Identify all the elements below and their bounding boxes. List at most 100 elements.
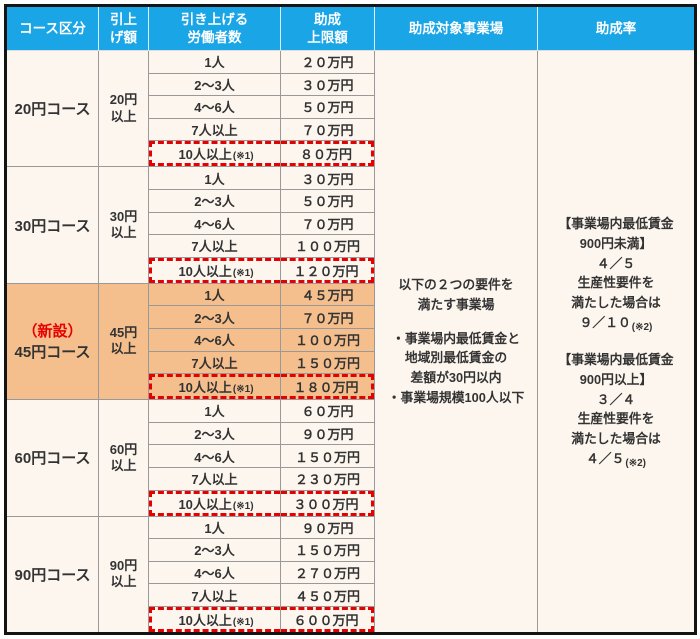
amount-cell: ２７０万円 xyxy=(280,560,375,585)
amount-cell: ９０万円 xyxy=(280,421,375,446)
workers-cell: 10人以上 (※1) xyxy=(148,140,281,168)
table-row: 60円コース 60円 以上 1人 ６０万円 xyxy=(5,399,696,517)
workers-cell: 2～3人 xyxy=(148,538,281,562)
eligible-line: 以下の２つの要件を xyxy=(398,276,514,292)
course-cell: （新設） 45円コース xyxy=(5,282,99,401)
amount-cell: ３０万円 xyxy=(280,166,375,190)
workers-label: 7人以上 xyxy=(191,123,238,139)
amount-cell: １５０万円 xyxy=(280,350,375,375)
rate-line: 生産性要件を xyxy=(577,275,655,291)
raise-cell: 60円 以上 xyxy=(98,399,149,517)
amount-label: ２７０万円 xyxy=(294,565,360,581)
amount-cell: １００万円 xyxy=(280,234,375,258)
workers-cell: 1人 xyxy=(148,166,281,190)
header-label: コース区分 xyxy=(19,20,86,36)
eligible-line: ・事業場内最低賃金と xyxy=(392,330,520,346)
table-row: （新設） 45円コース 45円 以上 1人 ４５万円 xyxy=(5,282,696,401)
amount-cell: ４５万円 xyxy=(280,282,375,307)
workers-cell: 7人以上 xyxy=(148,117,281,142)
raise-cell: 20円 以上 xyxy=(98,49,149,168)
note-ref: (※1) xyxy=(232,267,254,279)
header-row: コース区分 引上 げ額 引き上げる 労働者数 助成 上限額 助成対象事業場 助成率 xyxy=(5,5,696,51)
workers-cell: 4～6人 xyxy=(148,444,281,468)
workers-cell: 4～6人 xyxy=(148,327,281,352)
workers-label: 1人 xyxy=(204,55,225,71)
rate-line: 【事業場内最低賃金 xyxy=(558,351,674,367)
workers-label: 1人 xyxy=(204,520,225,536)
amount-label: ８０万円 xyxy=(299,147,352,163)
header-max-subsidy: 助成 上限額 xyxy=(280,5,375,51)
workers-label: 2～3人 xyxy=(194,543,235,559)
eligible-line: ・事業場規模100人以下 xyxy=(387,390,525,406)
amount-cell: １５０万円 xyxy=(280,538,375,562)
eligible-line: 地域別最低賃金の xyxy=(404,350,508,366)
amount-label: ９０万円 xyxy=(301,520,354,536)
workers-cell: 7人以上 xyxy=(148,466,281,491)
workers-cell: 4～6人 xyxy=(148,560,281,585)
workers-label: 7人以上 xyxy=(191,588,238,604)
amount-cell: ２３０万円 xyxy=(280,466,375,491)
amount-label: ６００万円 xyxy=(293,612,359,628)
rate-cell: 【事業場内最低賃金 900円未満】 ４／５ 生産性要件を 満たした場合は ９／１… xyxy=(537,50,696,634)
eligible-line: 満たす事業場 xyxy=(417,296,495,312)
rate-line: ３／４ xyxy=(596,391,636,407)
workers-label: 4～6人 xyxy=(194,216,235,232)
workers-label: 7人以上 xyxy=(191,472,238,488)
highlight-row: 10人以上 (※1) ３００万円 xyxy=(6,489,696,517)
new-tag: （新設） xyxy=(22,323,83,341)
amount-cell: ５０万円 xyxy=(280,188,375,213)
rate-line: 900円以上】 xyxy=(579,371,653,387)
amount-label: １００万円 xyxy=(294,333,360,349)
amount-cell: ６００万円 xyxy=(280,605,375,634)
rate-line: 満たした場合は xyxy=(571,295,661,311)
rate-block-over-900: 【事業場内最低賃金 900円以上】 ３／４ 生産性要件を 満たした場合は ４／５… xyxy=(558,350,673,469)
note-ref: (※1) xyxy=(232,500,254,512)
course-cell: 20円コース xyxy=(5,49,99,168)
rate-line: 900円未満】 xyxy=(579,235,653,251)
amount-label: １５０万円 xyxy=(294,449,360,465)
header-label: 助成 xyxy=(314,11,341,27)
raise-cell: 30円 以上 xyxy=(98,166,149,284)
workers-cell: 10人以上 (※1) xyxy=(148,256,281,284)
table-row: 4～6人 ７０万円 xyxy=(6,211,696,236)
raise-line: 以上 xyxy=(110,108,137,124)
raise-line: 30円 xyxy=(109,208,138,224)
course-cell: 90円コース xyxy=(5,515,99,634)
amount-label: １５０万円 xyxy=(294,355,360,371)
course-name: 60円コース xyxy=(14,450,91,468)
table-row: 2～3人 ３０万円 xyxy=(6,72,696,97)
workers-label: 10人以上 xyxy=(178,147,232,163)
note-ref: (※1) xyxy=(232,384,254,396)
header-workers: 引き上げる 労働者数 xyxy=(148,5,281,51)
amount-cell: １２０万円 xyxy=(280,256,375,284)
amount-cell: ９０万円 xyxy=(280,515,375,540)
workers-cell: 2～3人 xyxy=(148,72,281,97)
amount-label: １５０万円 xyxy=(294,543,360,559)
header-label: 助成率 xyxy=(595,20,637,36)
amount-cell: ７０万円 xyxy=(280,211,375,236)
raise-line: 以上 xyxy=(110,225,137,241)
note-ref: (※2) xyxy=(631,322,653,334)
amount-cell: ２０万円 xyxy=(280,50,375,74)
amount-cell: １５０万円 xyxy=(280,444,375,468)
rate-fraction: ４／５ xyxy=(585,451,625,467)
workers-cell: 2～3人 xyxy=(148,421,281,446)
note-ref: (※2) xyxy=(625,458,646,470)
table-row: 4～6人 １００万円 xyxy=(6,327,696,352)
raise-line: 以上 xyxy=(110,341,137,357)
workers-cell: 1人 xyxy=(148,515,281,540)
subsidy-table: コース区分 引上 げ額 引き上げる 労働者数 助成 上限額 助成対象事業場 助成率 2… xyxy=(4,4,697,635)
workers-label: 7人以上 xyxy=(191,239,238,255)
amount-cell: ３００万円 xyxy=(280,489,375,517)
rate-fraction-line: ９／１０(※2) xyxy=(558,313,673,333)
workers-cell: 10人以上 (※1) xyxy=(148,373,281,401)
workers-label: 1人 xyxy=(204,288,225,304)
header-label: 引上 xyxy=(110,11,137,27)
course-cell: 60円コース xyxy=(5,399,99,517)
eligible-line: 差額が30円以内 xyxy=(410,370,502,386)
amount-cell: ５０万円 xyxy=(280,95,375,119)
raise-line: 90円 xyxy=(109,557,138,573)
workers-label: 2～3人 xyxy=(194,194,235,210)
workers-label: 10人以上 xyxy=(178,263,232,279)
